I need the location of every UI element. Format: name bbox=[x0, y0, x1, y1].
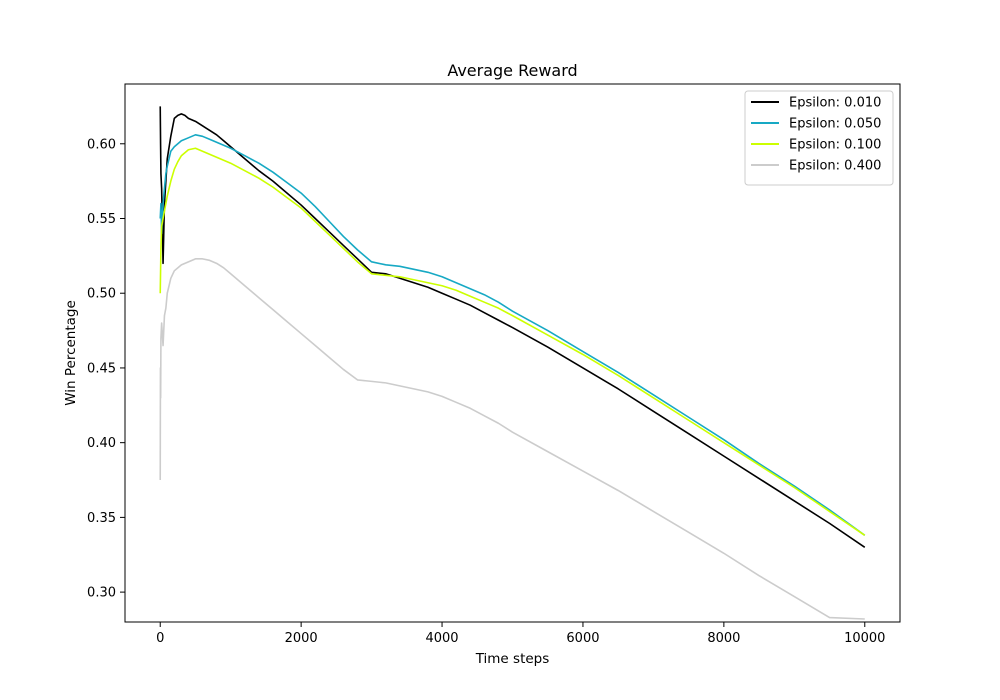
y-tick-label: 0.40 bbox=[87, 436, 116, 451]
x-axis-label: Time steps bbox=[475, 651, 550, 667]
legend-entry: Epsilon: 0.010 bbox=[789, 96, 881, 111]
y-tick-label: 0.35 bbox=[87, 511, 116, 526]
chart-title: Average Reward bbox=[447, 61, 577, 80]
y-tick-label: 0.50 bbox=[87, 287, 116, 302]
legend-entry: Epsilon: 0.100 bbox=[789, 138, 881, 153]
y-tick-label: 0.45 bbox=[87, 361, 116, 376]
legend-box bbox=[744, 90, 894, 186]
series-line-1 bbox=[159, 134, 866, 536]
legend-entry: Epsilon: 0.400 bbox=[789, 159, 881, 174]
legend: Epsilon: 0.010 Epsilon: 0.050 Epsilon: 0.1… bbox=[744, 90, 894, 186]
x-tick-label: 2000 bbox=[285, 631, 318, 646]
y-axis-label: Win Percentage bbox=[63, 300, 79, 406]
y-tick-label: 0.60 bbox=[87, 137, 116, 152]
series-line-3 bbox=[159, 258, 865, 620]
x-tick-label: 8000 bbox=[707, 631, 740, 646]
x-tick-label: 10000 bbox=[844, 631, 885, 646]
y-axis: 0.30 0.35 0.40 0.45 0.50 0.55 0.60 bbox=[87, 137, 125, 601]
y-tick-label: 0.55 bbox=[87, 212, 116, 227]
series-line-2 bbox=[159, 147, 866, 536]
x-axis: 0 2000 4000 6000 8000 10000 bbox=[156, 622, 885, 646]
plot-area bbox=[159, 106, 866, 620]
y-tick-label: 0.30 bbox=[87, 586, 116, 601]
plot-frame bbox=[124, 83, 901, 623]
legend-entry: Epsilon: 0.050 bbox=[789, 117, 881, 132]
x-tick-label: 4000 bbox=[425, 631, 458, 646]
x-tick-label: 6000 bbox=[566, 631, 599, 646]
series-line-0 bbox=[159, 106, 866, 548]
x-tick-label: 0 bbox=[156, 631, 164, 646]
